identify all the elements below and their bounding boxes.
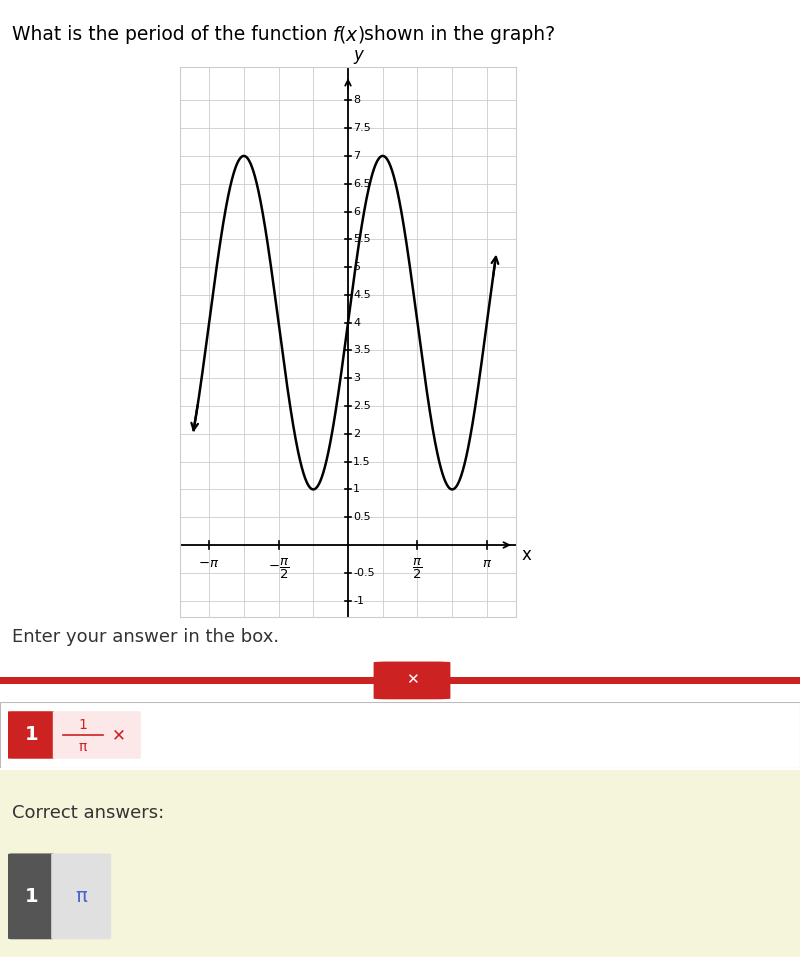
Text: 8: 8 bbox=[354, 96, 361, 105]
Text: $f(x)$: $f(x)$ bbox=[332, 24, 365, 45]
Text: What is the period of the function: What is the period of the function bbox=[12, 25, 327, 44]
Text: -1: -1 bbox=[354, 595, 364, 606]
Bar bbox=[0, 678, 800, 683]
Text: $\dfrac{\pi}{2}$: $\dfrac{\pi}{2}$ bbox=[412, 557, 422, 581]
Text: 3.5: 3.5 bbox=[354, 345, 371, 355]
Text: ✕: ✕ bbox=[112, 726, 126, 744]
Text: 7: 7 bbox=[354, 151, 361, 161]
Text: 1.5: 1.5 bbox=[354, 456, 371, 467]
Text: 2: 2 bbox=[354, 429, 361, 439]
Text: $-\pi$: $-\pi$ bbox=[198, 557, 220, 570]
FancyBboxPatch shape bbox=[8, 854, 54, 939]
Text: -0.5: -0.5 bbox=[354, 568, 375, 578]
Text: 6: 6 bbox=[354, 207, 360, 216]
FancyBboxPatch shape bbox=[51, 854, 111, 939]
Text: 1: 1 bbox=[24, 887, 38, 906]
Text: shown in the graph?: shown in the graph? bbox=[364, 25, 555, 44]
Text: $-\dfrac{\pi}{2}$: $-\dfrac{\pi}{2}$ bbox=[268, 557, 290, 581]
Text: 6.5: 6.5 bbox=[354, 179, 371, 189]
Text: 5.5: 5.5 bbox=[354, 234, 371, 244]
Text: 7.5: 7.5 bbox=[354, 123, 371, 133]
FancyBboxPatch shape bbox=[374, 661, 450, 700]
FancyBboxPatch shape bbox=[8, 711, 54, 759]
Text: 1: 1 bbox=[78, 718, 87, 732]
Text: 0.5: 0.5 bbox=[354, 512, 371, 523]
Text: 4: 4 bbox=[354, 318, 361, 327]
Text: 5: 5 bbox=[354, 262, 360, 272]
Text: ✕: ✕ bbox=[406, 672, 418, 687]
Text: 1: 1 bbox=[24, 725, 38, 745]
Text: Correct answers:: Correct answers: bbox=[12, 804, 164, 822]
Text: π: π bbox=[78, 740, 86, 754]
Text: 4.5: 4.5 bbox=[354, 290, 371, 300]
Text: 2.5: 2.5 bbox=[354, 401, 371, 412]
Text: x: x bbox=[522, 546, 531, 564]
FancyBboxPatch shape bbox=[53, 711, 141, 759]
Text: 3: 3 bbox=[354, 373, 360, 383]
Text: 1: 1 bbox=[354, 484, 360, 495]
Text: y: y bbox=[354, 46, 363, 64]
Text: π: π bbox=[75, 887, 87, 906]
Text: Enter your answer in the box.: Enter your answer in the box. bbox=[12, 629, 279, 646]
Text: $\pi$: $\pi$ bbox=[482, 557, 492, 570]
